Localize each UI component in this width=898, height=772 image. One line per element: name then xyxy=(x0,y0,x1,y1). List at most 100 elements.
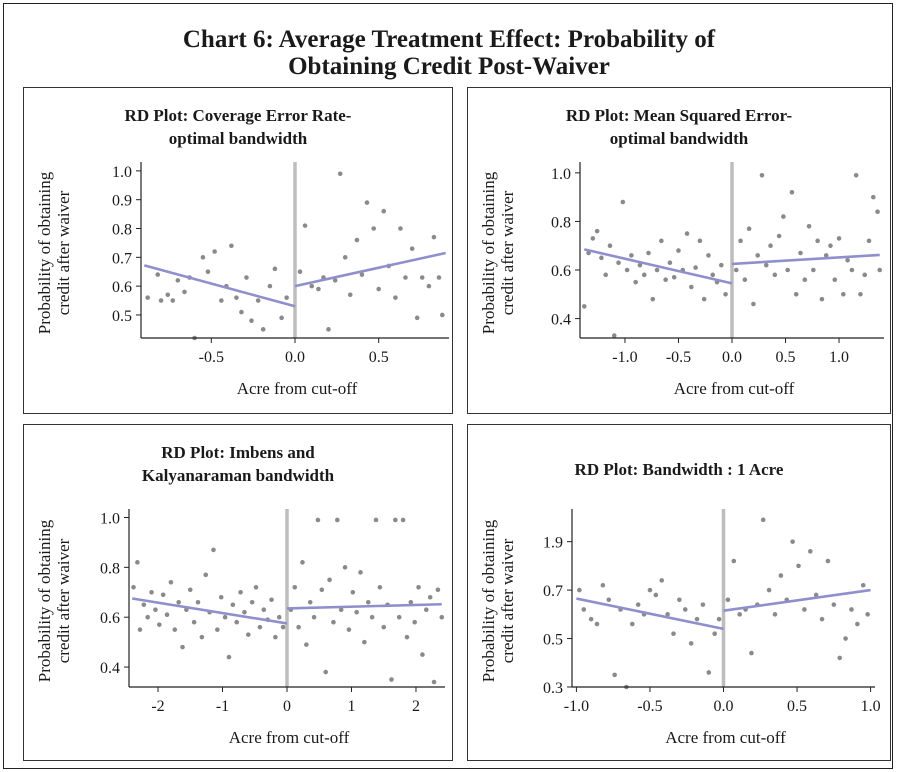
data-point xyxy=(226,654,232,660)
rd-scatter-plot: 0.4 0.6 0.8 1.0 -1.0 -0.5 0.0 0.5 1.0 Acre from c… xyxy=(479,162,884,398)
data-point xyxy=(342,565,348,570)
data-point xyxy=(176,599,181,605)
data-point xyxy=(793,291,799,297)
figure-frame xyxy=(3,3,893,769)
data-point xyxy=(629,253,634,258)
x-tick-label: -1 xyxy=(216,698,229,715)
data-point xyxy=(659,578,665,583)
data-point xyxy=(718,262,724,268)
data-point xyxy=(688,641,694,646)
y-axis-title-line: Probability of obtaining xyxy=(35,171,54,334)
data-point xyxy=(362,639,367,645)
data-point xyxy=(594,228,600,234)
fit-line-left xyxy=(144,264,296,308)
data-point xyxy=(641,272,647,278)
data-point xyxy=(400,517,406,523)
data-point xyxy=(269,597,274,603)
data-point xyxy=(191,619,197,625)
panel-title: RD Plot: Coverage Error Rate-optimal ban… xyxy=(24,104,452,150)
data-point xyxy=(796,563,801,569)
data-point xyxy=(828,243,833,249)
data-point xyxy=(354,237,360,243)
data-point xyxy=(364,200,370,205)
data-point xyxy=(377,584,383,590)
data-point xyxy=(276,614,282,620)
x-tick-label: 0.0 xyxy=(722,349,742,366)
y-tick-label: 1.9 xyxy=(543,535,563,552)
data-point xyxy=(616,260,621,266)
data-point xyxy=(723,291,728,297)
data-point xyxy=(594,621,600,627)
data-point xyxy=(599,255,604,261)
data-point xyxy=(335,517,340,523)
data-point xyxy=(630,621,635,627)
y-tick-label: 1.0 xyxy=(112,164,132,181)
data-point xyxy=(155,272,161,277)
data-point xyxy=(742,277,748,283)
data-point xyxy=(284,295,289,300)
fit-line-left xyxy=(583,248,733,285)
fit-line-right xyxy=(723,588,871,612)
data-point xyxy=(396,614,402,620)
data-point xyxy=(866,238,872,244)
data-point xyxy=(354,609,359,615)
figure-title-line-2: Obtaining Credit Post-Waiver xyxy=(288,53,610,80)
data-point xyxy=(302,223,308,228)
data-point xyxy=(647,587,653,593)
data-point xyxy=(755,253,760,258)
data-point xyxy=(831,602,837,607)
data-point xyxy=(234,619,239,625)
data-point xyxy=(778,573,784,578)
x-axis-title: Acre from cut-off xyxy=(229,728,350,747)
data-point xyxy=(772,612,778,617)
y-tick-label: 0.9 xyxy=(112,193,132,210)
panel-title-line: RD Plot: Bandwidth : 1 Acre xyxy=(574,460,784,479)
x-tick-label: 0 xyxy=(283,698,291,715)
data-point xyxy=(381,208,387,214)
data-point xyxy=(706,670,712,675)
data-point xyxy=(326,327,331,332)
rd-scatter-plot: 0.5 0.6 0.7 0.8 0.9 1.0 -0.5 0.0 0.5 Acre from cu… xyxy=(35,162,449,398)
x-tick-label: -0.5 xyxy=(199,349,224,366)
data-point xyxy=(798,250,803,256)
data-point xyxy=(806,223,812,229)
data-point xyxy=(168,580,174,585)
data-point xyxy=(811,267,816,273)
data-point xyxy=(414,315,420,321)
data-point xyxy=(612,672,617,678)
x-tick-label: 1 xyxy=(347,698,355,715)
data-point xyxy=(581,304,587,309)
data-point xyxy=(359,272,365,277)
data-point xyxy=(766,587,772,593)
data-point xyxy=(620,199,626,205)
data-point xyxy=(381,624,387,630)
fit-line-right xyxy=(731,253,880,266)
data-point xyxy=(776,233,782,239)
panel-title-line: RD Plot: Coverage Error Rate- xyxy=(124,106,352,125)
data-point xyxy=(238,589,243,595)
data-point xyxy=(175,278,181,283)
data-point xyxy=(865,612,870,617)
data-point xyxy=(246,632,251,637)
x-tick-label: 0.5 xyxy=(787,698,807,715)
data-point xyxy=(389,677,394,682)
data-point xyxy=(819,296,825,302)
data-point xyxy=(870,194,876,200)
rd-plot-bandwidth-1-acre: RD Plot: Bandwidth : 1 Acre 0.3 0.5 0.7 1.9 -… xyxy=(467,424,891,761)
data-point xyxy=(590,236,596,241)
data-point xyxy=(701,296,707,302)
data-point xyxy=(182,289,187,295)
x-tick-label: 2 xyxy=(412,698,420,715)
data-point xyxy=(712,631,717,637)
data-point xyxy=(170,298,176,303)
data-point xyxy=(338,607,344,613)
data-point xyxy=(244,275,249,280)
data-point xyxy=(738,238,743,244)
data-point xyxy=(137,627,143,632)
data-point xyxy=(141,602,147,608)
data-point xyxy=(371,226,376,231)
data-point xyxy=(249,318,254,324)
data-point xyxy=(199,634,205,640)
data-point xyxy=(843,636,848,641)
data-point xyxy=(423,607,429,613)
